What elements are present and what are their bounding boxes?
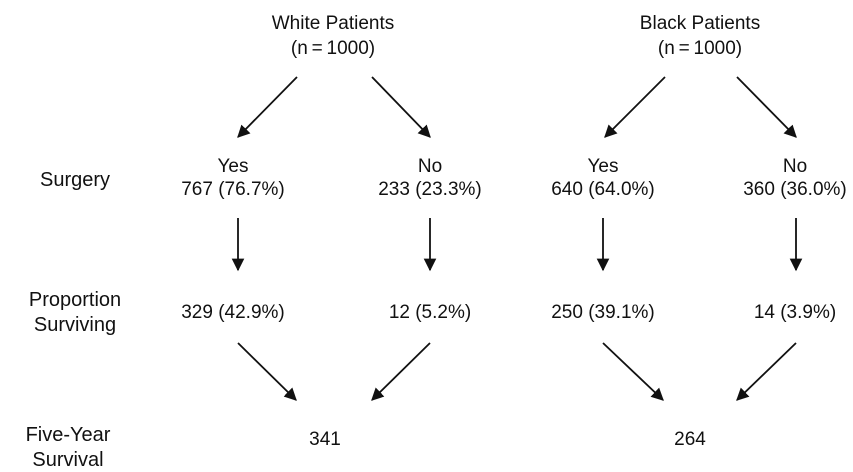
group-n-black: (n = 1000) [657, 38, 743, 59]
black-no-value: 360 (36.0%) [743, 179, 847, 200]
row-label-proportion-line1: Proportion [28, 289, 122, 311]
row-label-five-year-line1: Five-Year [25, 424, 111, 446]
row-label-five-year-line2: Survival [32, 449, 104, 471]
row-label-proportion-line2: Surviving [33, 314, 117, 336]
black-no-surviving: 14 (3.9%) [753, 302, 837, 323]
arrow-black-no-converge [736, 342, 797, 401]
arrow-black-yes-converge [602, 342, 664, 401]
white-no-value: 233 (23.3%) [378, 179, 482, 200]
black-yes-label: Yes [587, 156, 619, 177]
arrow-black-to-no [736, 76, 797, 138]
group-n-white: (n = 1000) [290, 38, 376, 59]
group-title-white: White Patients [271, 13, 395, 34]
arrow-black-to-yes [604, 76, 666, 138]
arrow-white-yes-converge [237, 342, 297, 401]
arrow-white-no-converge [371, 342, 431, 401]
white-no-surviving: 12 (5.2%) [388, 302, 472, 323]
white-yes-surviving: 329 (42.9%) [181, 302, 285, 323]
white-no-label: No [417, 156, 443, 177]
black-yes-value: 640 (64.0%) [551, 179, 655, 200]
group-title-black: Black Patients [639, 13, 761, 34]
arrow-white-to-no [371, 76, 431, 138]
white-yes-label: Yes [217, 156, 249, 177]
row-label-surgery: Surgery [39, 169, 111, 191]
black-no-label: No [782, 156, 808, 177]
white-five-year: 341 [309, 429, 341, 450]
black-five-year: 264 [674, 429, 706, 450]
arrow-white-to-yes [237, 76, 298, 138]
white-yes-value: 767 (76.7%) [181, 179, 285, 200]
black-yes-surviving: 250 (39.1%) [551, 302, 655, 323]
